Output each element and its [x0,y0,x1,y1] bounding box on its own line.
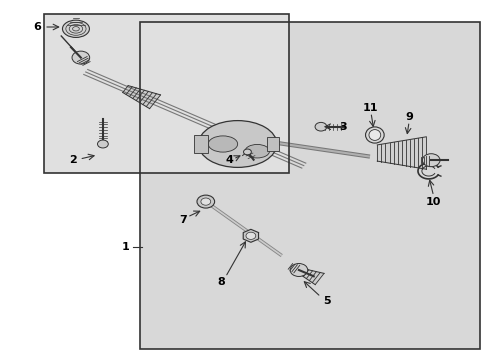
Circle shape [315,122,327,131]
Bar [140,22,480,349]
Ellipse shape [208,136,238,152]
Circle shape [244,149,251,155]
Circle shape [422,154,440,167]
Circle shape [98,140,108,148]
Polygon shape [243,229,259,242]
Circle shape [290,264,308,276]
Bar [44,14,289,173]
Circle shape [201,198,211,205]
Text: 3: 3 [339,122,347,132]
Text: 2: 2 [69,155,76,165]
Text: 5: 5 [323,296,331,306]
Text: 9: 9 [405,112,413,122]
Bar [267,137,279,151]
Circle shape [197,195,215,208]
Text: 6: 6 [33,22,41,32]
Bar [194,135,208,153]
Ellipse shape [369,130,381,140]
Ellipse shape [198,121,277,167]
Ellipse shape [366,127,384,143]
Text: 7: 7 [179,215,187,225]
Polygon shape [122,86,161,109]
Bar [140,22,480,349]
Bar [44,14,289,173]
Circle shape [72,51,90,64]
Ellipse shape [245,144,270,158]
Text: 8: 8 [218,276,225,287]
Text: 11: 11 [363,103,379,113]
Text: 1: 1 [122,242,130,252]
Polygon shape [300,269,324,285]
Polygon shape [377,137,426,169]
Ellipse shape [62,20,89,37]
Circle shape [246,232,256,239]
Text: 10: 10 [426,197,441,207]
Text: 4: 4 [225,155,233,165]
